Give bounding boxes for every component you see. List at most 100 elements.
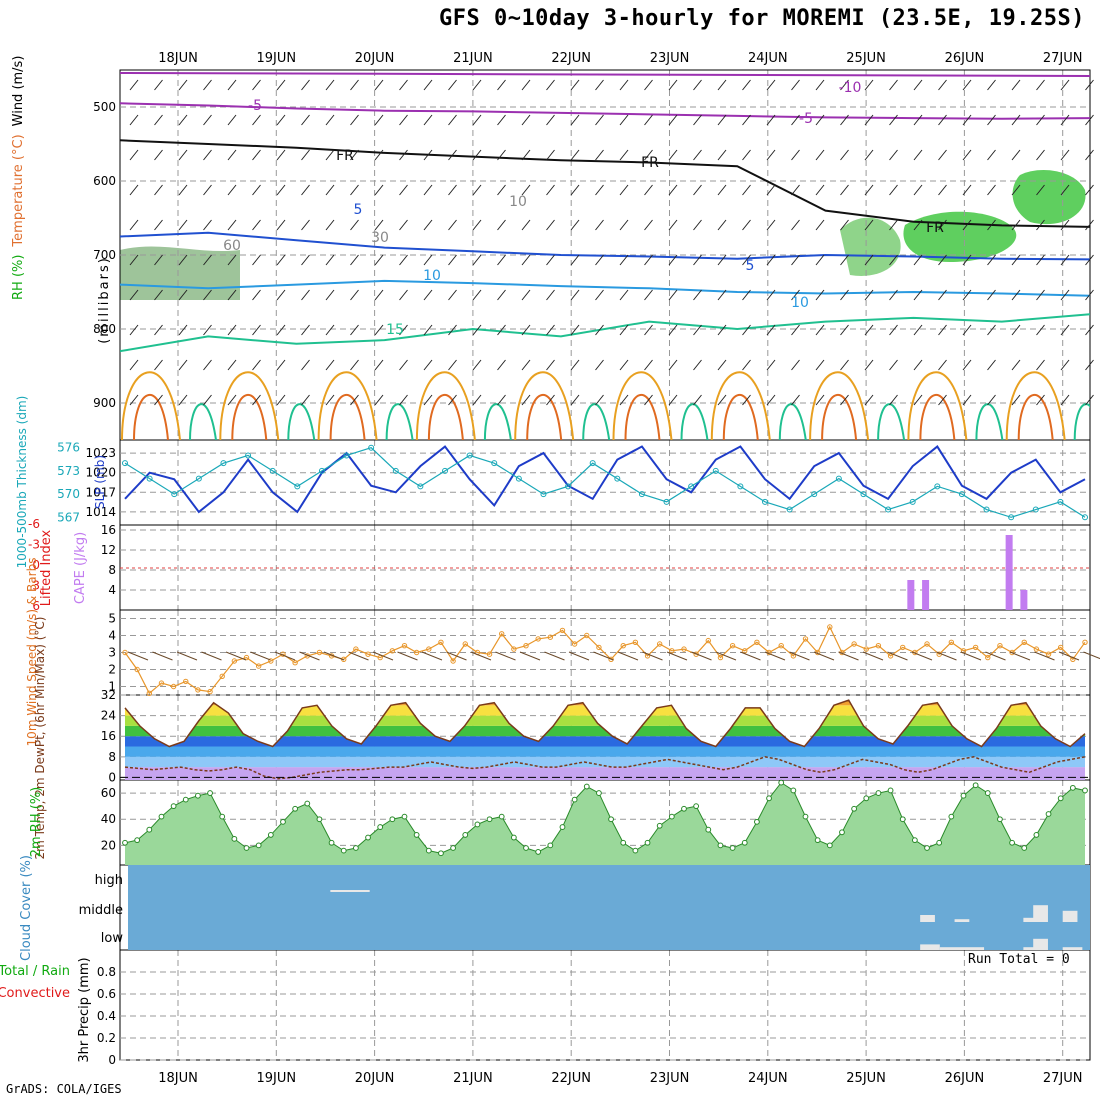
thickness-point	[909, 498, 916, 505]
wind-barb	[840, 324, 849, 336]
wind-barb	[938, 79, 947, 91]
wind-barb	[423, 289, 433, 301]
wind-speed-point	[547, 634, 554, 640]
rh-point	[1045, 811, 1052, 817]
wind-barb	[521, 254, 531, 266]
rh-tick-label: 20	[101, 838, 116, 852]
slp-tick-label: 1023	[85, 446, 116, 460]
wind-barb	[546, 254, 555, 266]
rh-point	[559, 824, 566, 830]
wind-barb	[227, 359, 237, 371]
wind-barb	[1060, 114, 1070, 126]
wind-barb	[815, 219, 825, 231]
wind-barb	[864, 324, 874, 336]
wind-speed-point	[389, 648, 396, 654]
contour-label: 10	[791, 295, 809, 311]
wind-barb	[815, 394, 825, 406]
wind-barb	[521, 289, 531, 301]
wind-barb	[1036, 359, 1045, 371]
wind-speed-point	[729, 643, 736, 649]
wind-tick-label: 1	[108, 680, 116, 694]
wind-barb	[766, 219, 776, 231]
wind-speed-point	[207, 688, 213, 695]
cool-contour	[778, 403, 807, 440]
contour-label: 10	[509, 194, 527, 210]
wind-barb	[1036, 394, 1045, 406]
wind-barb	[766, 184, 776, 196]
thickness-axis-label: 1000-500mb Thickness (dm)	[15, 396, 29, 569]
rh-point	[182, 796, 189, 803]
wind-barb	[423, 79, 433, 91]
wind-barb	[448, 219, 457, 231]
rh-point	[656, 822, 663, 829]
wind-barb	[203, 114, 212, 126]
thickness-point	[220, 460, 227, 467]
wind-barb	[766, 359, 776, 371]
wind-barb	[693, 254, 702, 266]
wind-speed-point	[122, 649, 128, 656]
wind-barb	[203, 219, 212, 231]
wind-barb	[350, 289, 359, 301]
wind-speed-point	[802, 636, 809, 642]
wind-barb	[595, 324, 604, 336]
rh-point	[535, 849, 542, 855]
wind-speed-point	[511, 646, 517, 652]
cloud-bar	[954, 919, 970, 922]
wind-barb	[546, 324, 555, 336]
rh-point	[668, 813, 675, 820]
thickness-point	[245, 452, 252, 459]
wind-barb	[154, 324, 163, 336]
warm-contour	[133, 393, 169, 440]
upper-legend-label: Temperature (°C)	[11, 134, 26, 247]
thickness-point	[983, 506, 990, 513]
wind-barb	[399, 184, 408, 196]
wind-barb	[350, 394, 359, 406]
wind-barb	[129, 114, 139, 126]
warm-contour	[219, 371, 280, 440]
li-tick-label: 6	[32, 599, 40, 613]
dewpoint-line	[124, 756, 1086, 780]
wind-barb	[497, 359, 506, 371]
wind-barb	[766, 114, 776, 126]
wind-speed-point	[146, 690, 153, 696]
wind-barb	[154, 219, 163, 231]
precip-axis-label: 3hr Precip (mm)	[77, 957, 92, 1062]
wind-barb	[521, 184, 531, 196]
temp-tick-label: 16	[101, 729, 116, 743]
wind-barb	[693, 289, 702, 301]
wind-barb	[1085, 359, 1094, 371]
wind-barb	[717, 149, 727, 161]
thickness-point	[1082, 514, 1088, 521]
wind-barb	[374, 149, 384, 161]
wind-barb	[668, 219, 678, 231]
wind-speed-point	[900, 644, 906, 651]
surface-wind-barb	[372, 651, 394, 661]
wind-speed-point	[426, 646, 432, 652]
wind-barb	[227, 394, 237, 406]
wind-barb	[962, 359, 972, 371]
wind-barb	[864, 219, 874, 231]
surface-wind-barb	[250, 651, 271, 661]
rh-point	[280, 818, 286, 825]
surface-wind-barb	[519, 651, 541, 661]
wind-barb	[962, 149, 972, 161]
wind-barb	[227, 289, 237, 301]
wind-barb	[913, 359, 923, 371]
rh-point	[438, 850, 444, 857]
wind-barb	[570, 394, 580, 406]
wind-barb	[1060, 359, 1070, 371]
wind-barb	[546, 79, 555, 91]
rh-point	[814, 837, 821, 844]
rh-point	[644, 839, 651, 846]
wind-barb	[742, 79, 751, 91]
date-label-top: 22JUN	[551, 51, 591, 66]
wind-barb	[570, 219, 580, 231]
warm-contour	[821, 393, 858, 440]
wind-barb	[154, 184, 163, 196]
wind-barb	[668, 324, 678, 336]
date-label-bottom: 27JUN	[1043, 1071, 1083, 1086]
thickness-tick-label: 570	[57, 487, 80, 501]
wind-barb	[374, 324, 384, 336]
rh-point	[243, 845, 250, 851]
wind-barb	[472, 394, 482, 406]
